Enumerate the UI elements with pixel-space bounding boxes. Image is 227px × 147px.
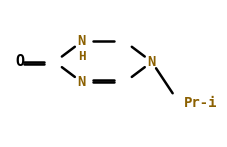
Text: O: O	[15, 54, 25, 69]
Text: N: N	[78, 34, 86, 49]
Text: H: H	[78, 50, 86, 62]
Text: N: N	[148, 55, 156, 69]
Text: N: N	[78, 75, 86, 89]
Text: Pr-i: Pr-i	[183, 96, 217, 110]
